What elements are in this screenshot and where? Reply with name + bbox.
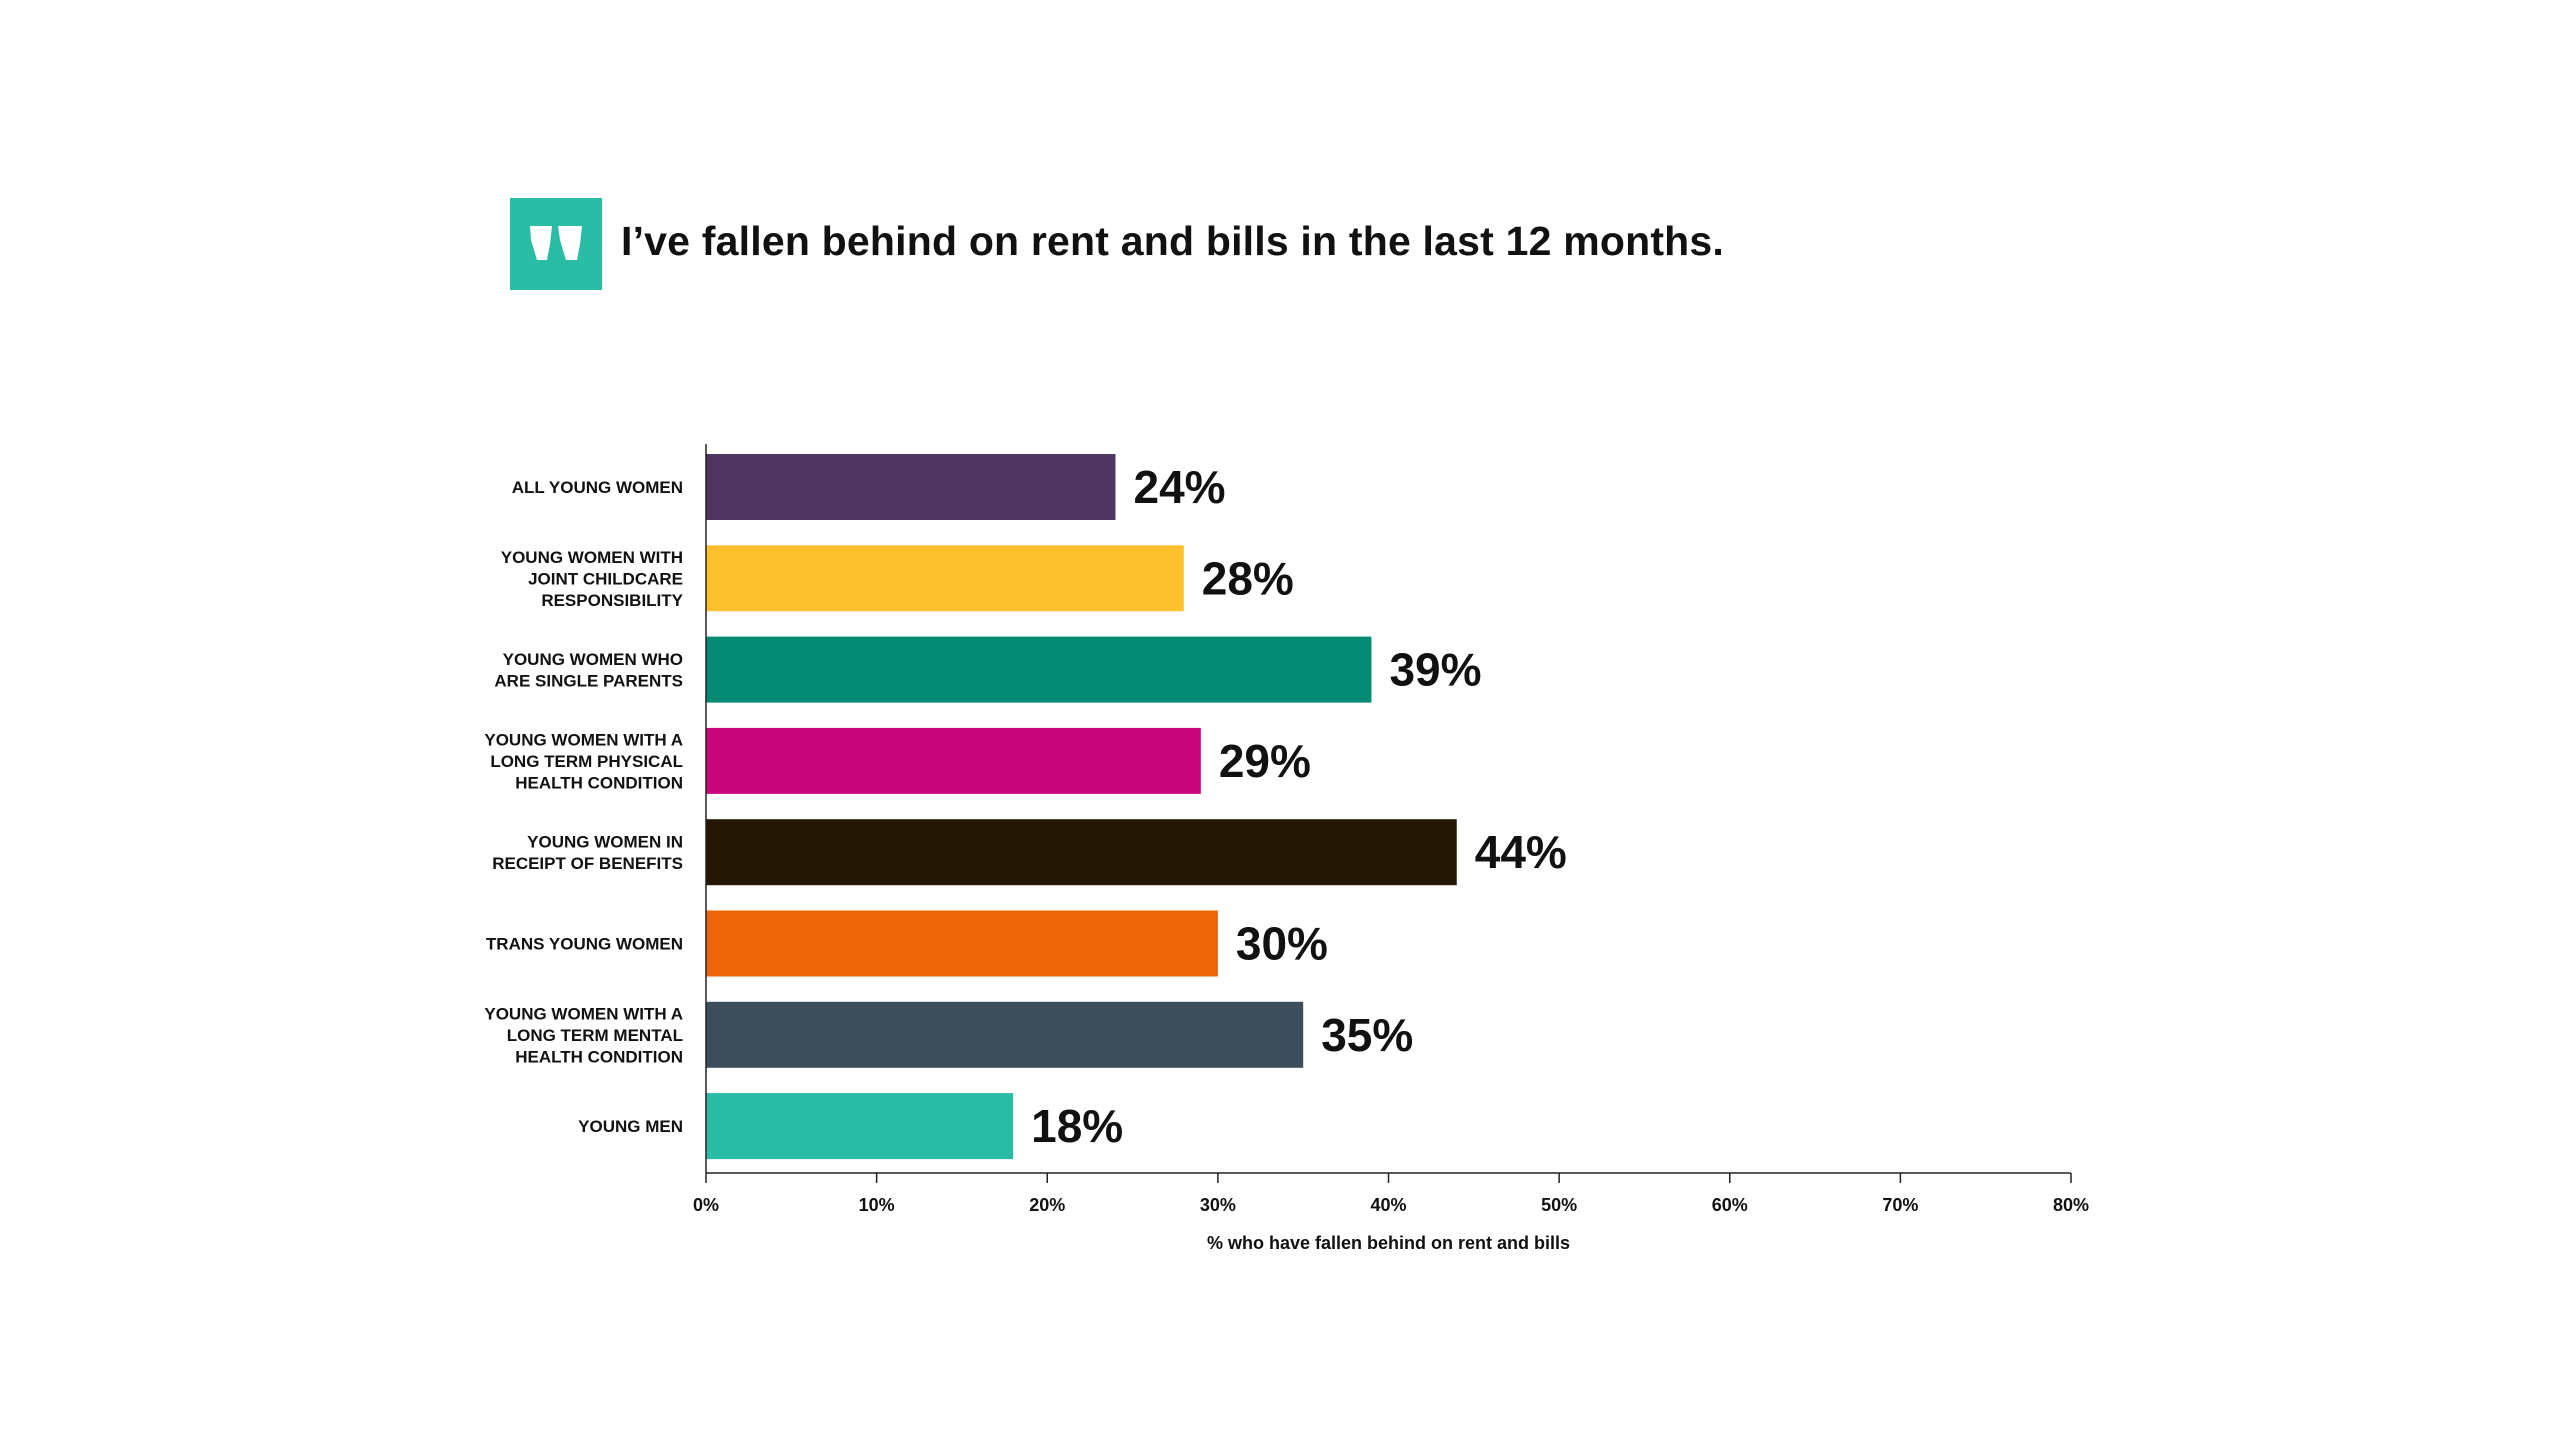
logo-right-quote — [558, 226, 582, 260]
category-label-line: RECEIPT OF BENEFITS — [492, 854, 683, 873]
value-label: 18% — [1031, 1100, 1123, 1152]
logo-background — [510, 198, 602, 290]
x-axis-title: % who have fallen behind on rent and bil… — [1207, 1233, 1570, 1253]
category-label-line: YOUNG WOMEN WITH A — [484, 1004, 683, 1023]
x-tick-label: 30% — [1200, 1195, 1236, 1215]
bar — [706, 1001, 1304, 1068]
bar — [706, 910, 1218, 977]
value-label: 24% — [1134, 461, 1226, 513]
category-label: YOUNG WOMEN WHO ARE SINGLE PARENTS — [494, 650, 683, 691]
category-label-line: YOUNG WOMEN WHO — [503, 650, 683, 669]
category-label: YOUNG WOMEN WITH A LONG TERM MENTAL HEALTH… — [484, 1004, 683, 1066]
category-label-line: HEALTH CONDITION — [515, 1047, 683, 1066]
bar — [706, 545, 1184, 612]
category-label: YOUNG MEN — [578, 1117, 683, 1136]
x-tick-label: 40% — [1370, 1195, 1406, 1215]
bar — [706, 636, 1372, 703]
category-label-line: YOUNG WOMEN IN — [527, 832, 683, 851]
value-label: 30% — [1236, 918, 1328, 970]
x-tick-label: 10% — [859, 1195, 895, 1215]
category-label-line: JOINT CHILDCARE — [528, 569, 683, 588]
category-label: YOUNG WOMEN WITH A LONG TERM PHYSICAL HEAL… — [484, 730, 683, 792]
category-label-line: RESPONSIBILITY — [541, 591, 683, 610]
category-label-line: TRANS YOUNG WOMEN — [486, 935, 683, 954]
x-tick-label: 50% — [1541, 1195, 1577, 1215]
value-label: 29% — [1219, 735, 1311, 787]
category-label-line: YOUNG MEN — [578, 1117, 683, 1136]
value-label: 35% — [1321, 1009, 1413, 1061]
category-label-line: LONG TERM MENTAL — [507, 1026, 683, 1045]
logo-left-quote — [530, 226, 552, 260]
category-label-line: ARE SINGLE PARENTS — [494, 671, 683, 690]
category-label-line: YOUNG WOMEN WITH A — [484, 730, 683, 749]
category-label: YOUNG WOMEN WITH JOINT CHILDCARE RESPONSIB… — [501, 548, 684, 610]
category-label-line: ALL YOUNG WOMEN — [512, 478, 683, 497]
value-label: 44% — [1475, 826, 1567, 878]
x-tick-label: 0% — [693, 1195, 719, 1215]
bar — [706, 819, 1457, 886]
chart-title: I’ve fallen behind on rent and bills in … — [621, 218, 1725, 264]
bar — [706, 454, 1116, 520]
category-label-line: LONG TERM PHYSICAL — [490, 752, 683, 771]
x-tick-label: 60% — [1712, 1195, 1748, 1215]
bar — [706, 1093, 1014, 1160]
value-label: 28% — [1202, 552, 1294, 604]
value-label: 39% — [1389, 644, 1481, 696]
x-tick-label: 80% — [2053, 1195, 2089, 1215]
x-tick-label: 70% — [1882, 1195, 1918, 1215]
category-label: TRANS YOUNG WOMEN — [486, 935, 683, 954]
category-label: YOUNG WOMEN IN RECEIPT OF BENEFITS — [492, 832, 683, 873]
x-tick-label: 20% — [1029, 1195, 1065, 1215]
category-label: ALL YOUNG WOMEN — [512, 478, 683, 497]
quote-mark-icon — [510, 198, 602, 290]
bar — [706, 727, 1201, 794]
category-label-line: YOUNG WOMEN WITH — [501, 548, 683, 567]
category-label-line: HEALTH CONDITION — [515, 773, 683, 792]
